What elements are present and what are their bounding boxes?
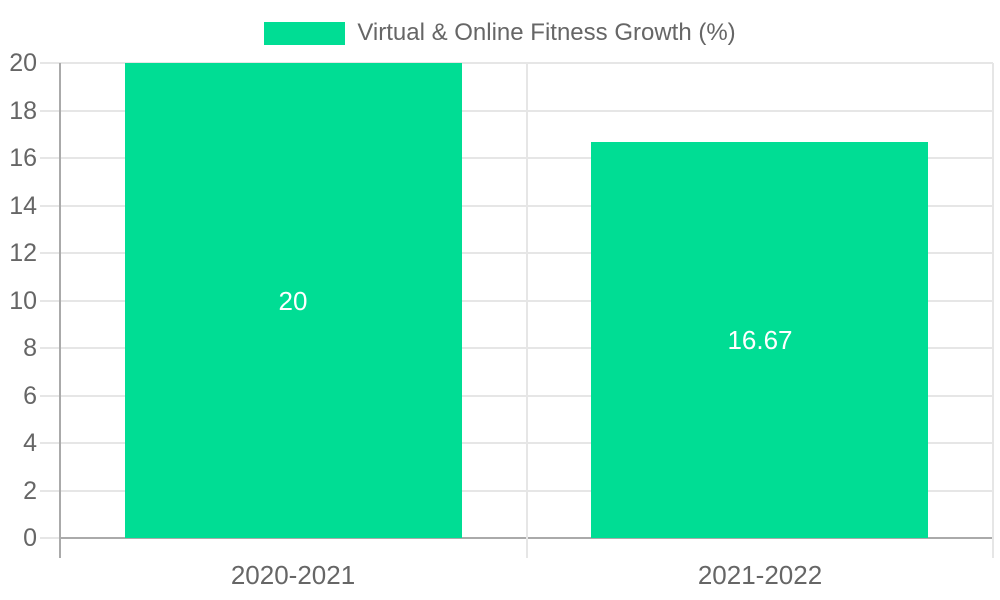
x-axis-category-label: 2021-2022 xyxy=(697,560,823,590)
legend[interactable]: Virtual & Online Fitness Growth (%) xyxy=(0,19,1000,47)
y-tick-mark xyxy=(40,300,60,302)
y-tick-mark xyxy=(40,205,60,207)
category-gridline xyxy=(992,63,994,558)
y-axis-tick-label: 16 xyxy=(9,144,37,172)
y-tick-mark xyxy=(40,110,60,112)
bar[interactable] xyxy=(125,63,462,538)
y-tick-mark xyxy=(40,537,60,539)
y-axis-tick-label: 6 xyxy=(23,381,37,410)
y-axis-tick-label: 18 xyxy=(9,96,37,125)
y-axis-tick-label: 20 xyxy=(9,49,37,77)
y-axis-tick-label: 0 xyxy=(23,524,37,552)
y-tick-mark xyxy=(40,442,60,444)
category-gridline xyxy=(526,63,528,558)
y-tick-mark xyxy=(40,252,60,254)
y-axis-tick-label: 4 xyxy=(23,429,37,457)
bar-value-label: 16.67 xyxy=(727,325,793,355)
bar-value-label: 20 xyxy=(278,286,308,316)
legend-swatch[interactable] xyxy=(264,21,346,45)
y-axis-tick-label: 2 xyxy=(23,476,37,505)
y-tick-mark xyxy=(40,62,60,64)
y-tick-mark xyxy=(40,157,60,159)
y-axis-tick-label: 12 xyxy=(9,239,37,267)
y-axis-tick-label: 8 xyxy=(23,334,37,362)
y-tick-mark xyxy=(40,395,60,397)
y-axis-tick-label: 10 xyxy=(9,286,37,315)
y-tick-mark xyxy=(40,347,60,349)
y-axis-tick-label: 14 xyxy=(9,191,37,220)
bar[interactable] xyxy=(591,142,928,538)
legend-label: Virtual & Online Fitness Growth (%) xyxy=(357,19,736,46)
x-axis-category-label: 2020-2021 xyxy=(230,560,356,590)
y-tick-mark xyxy=(40,490,60,492)
y-axis-line xyxy=(59,63,61,558)
